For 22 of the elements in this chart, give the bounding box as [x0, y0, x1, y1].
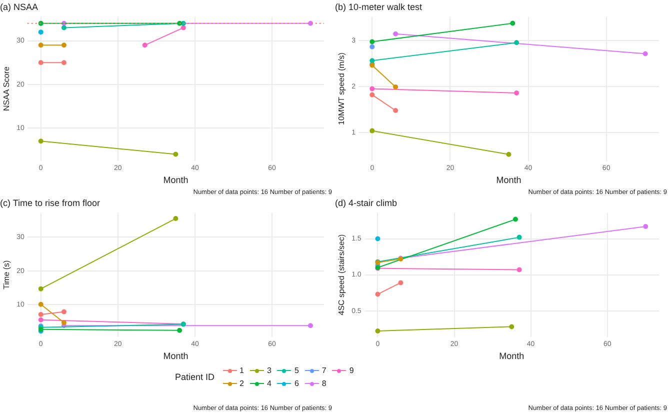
legend-label: 1 — [240, 366, 244, 375]
chart-title: (d) 4-stair climb — [335, 198, 398, 208]
chart-title: (a) NSAA — [0, 2, 38, 12]
chart-title: (c) Time to rise from floor — [0, 198, 100, 208]
y-axis-title: NSAA Score — [2, 66, 12, 112]
y-axis-title: 10MWT speed (m/s) — [337, 52, 346, 125]
legend-label: 6 — [294, 379, 299, 388]
legend-label: 3 — [266, 366, 272, 375]
chart-title: (b) 10-meter walk test — [335, 2, 423, 12]
legend-label: 4 — [266, 379, 272, 388]
x-axis-title: Month — [163, 175, 188, 186]
legend-label: 8 — [322, 379, 326, 388]
legend-label: 2 — [240, 379, 244, 388]
x-axis-title: Month — [496, 175, 522, 186]
y-axis-title: Time (s) — [2, 260, 12, 290]
legend-title: Patient ID — [175, 372, 215, 382]
legend-label: 5 — [294, 366, 299, 375]
x-axis-title: Month — [163, 351, 188, 362]
legend-label: 9 — [349, 366, 354, 375]
y-axis-title: 4SC speed (stairs/sec) — [337, 234, 346, 316]
x-axis-title: Month — [499, 351, 524, 362]
legend-label: 7 — [322, 366, 326, 375]
